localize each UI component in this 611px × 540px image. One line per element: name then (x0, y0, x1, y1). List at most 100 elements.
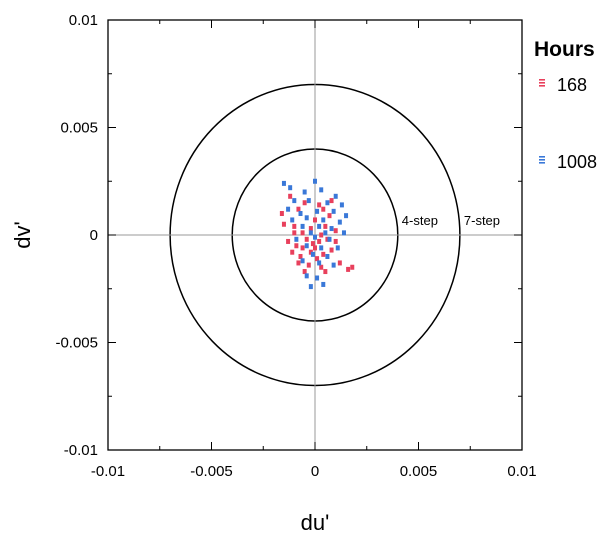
data-point-series-1008 (304, 243, 309, 249)
data-point-series-1008 (321, 281, 326, 287)
data-point-series-1008 (317, 223, 322, 229)
data-point-series-1008 (313, 234, 317, 240)
data-point-series-168 (302, 200, 307, 206)
data-point-series-1008 (335, 245, 340, 251)
circle-labels: 4-step 7-step (402, 213, 500, 228)
data-point-series-168 (337, 260, 342, 266)
data-point-series-168 (313, 217, 317, 223)
data-point-series-168 (317, 202, 322, 208)
data-point-series-1008 (341, 230, 346, 236)
data-point-series-1008 (292, 198, 297, 204)
legend-swatch (539, 82, 545, 84)
data-point-series-168 (313, 245, 317, 251)
legend-swatch (539, 85, 545, 87)
data-point-series-168 (286, 238, 291, 244)
data-point-series-1008 (339, 202, 344, 208)
x-tick-label: -0.01 (91, 463, 125, 480)
data-point-series-1008 (331, 262, 336, 268)
data-point-series-168 (290, 249, 295, 255)
data-point-series-1008 (308, 284, 313, 290)
y-tick-label: 0.005 (60, 120, 98, 137)
data-point-series-1008 (319, 245, 324, 251)
data-point-series-168 (319, 232, 324, 238)
data-point-series-1008 (308, 230, 313, 236)
data-point-series-168 (279, 211, 284, 216)
data-point-series-1008 (329, 226, 334, 232)
data-point-series-1008 (302, 189, 307, 195)
data-point-series-168 (317, 238, 322, 244)
legend-swatch (539, 156, 545, 158)
data-point-series-168 (281, 221, 286, 227)
data-point-series-168 (319, 264, 324, 270)
data-point-series-1008 (317, 260, 322, 266)
data-point-series-168 (302, 269, 307, 275)
legend-item-1008: 1008 (539, 152, 597, 172)
data-point-series-1008 (290, 217, 295, 223)
data-point-series-168 (296, 206, 301, 212)
data-point-series-168 (308, 249, 313, 255)
legend-label: 1008 (557, 152, 597, 172)
data-point-series-1008 (333, 193, 338, 199)
data-point-series-1008 (304, 273, 309, 279)
circle-label-7-step: 7-step (464, 213, 500, 228)
data-point-series-1008 (304, 215, 309, 221)
x-tick-label: 0 (311, 463, 319, 480)
data-points (279, 178, 355, 290)
data-point-series-168 (346, 266, 351, 272)
data-point-series-168 (292, 223, 297, 229)
legend-swatch (539, 79, 545, 81)
data-point-series-1008 (319, 187, 324, 193)
data-point-series-168 (333, 228, 338, 234)
legend-label: 168 (557, 75, 587, 95)
data-point-series-1008 (310, 251, 315, 257)
data-point-series-1008 (337, 219, 342, 225)
legend-swatch (539, 162, 545, 164)
data-point-series-168 (296, 260, 301, 266)
data-point-series-1008 (321, 217, 326, 223)
data-point-series-1008 (281, 180, 286, 186)
data-point-series-1008 (315, 275, 320, 281)
legend-title: Hours (534, 38, 595, 61)
tick-labels: -0.01 -0.005 0 0.005 0.01 0.01 0.005 0 -0.005 -0.… (55, 12, 536, 480)
data-point-series-1008 (306, 198, 311, 204)
data-point-series-1008 (325, 254, 330, 259)
y-tick-label: -0.01 (64, 442, 98, 459)
data-point-series-1008 (325, 200, 330, 206)
data-point-series-168 (325, 236, 330, 242)
data-point-series-168 (323, 269, 328, 275)
data-point-series-168 (333, 238, 338, 244)
data-point-series-168 (327, 213, 332, 219)
data-point-series-1008 (300, 223, 305, 229)
data-point-series-1008 (344, 213, 349, 219)
x-tick-label: 0.01 (507, 463, 536, 480)
y-tick-label: -0.005 (55, 335, 98, 352)
data-point-series-168 (288, 193, 293, 199)
data-point-series-1008 (313, 178, 317, 184)
axis-ticks (107, 19, 523, 451)
data-point-series-168 (310, 241, 315, 247)
data-point-series-168 (298, 254, 303, 259)
data-point-series-1008 (327, 236, 332, 242)
data-point-series-168 (300, 230, 305, 236)
data-point-series-1008 (288, 185, 293, 191)
data-point-series-1008 (323, 230, 328, 236)
x-tick-label: 0.005 (400, 463, 438, 480)
data-point-series-168 (321, 206, 326, 212)
y-axis-title: dv' (10, 221, 35, 248)
data-point-series-168 (321, 251, 326, 257)
x-tick-label: -0.005 (190, 463, 233, 480)
data-point-series-1008 (315, 208, 320, 214)
legend-item-168: 168 (539, 75, 587, 95)
legend-swatch (539, 159, 545, 161)
data-point-series-1008 (286, 206, 291, 212)
data-point-series-168 (304, 236, 309, 242)
x-axis-title: du' (301, 510, 330, 535)
data-point-series-168 (294, 243, 299, 249)
data-point-series-1008 (331, 208, 336, 214)
circle-label-4-step: 4-step (402, 213, 438, 228)
data-point-series-168 (300, 245, 305, 251)
data-point-series-168 (315, 256, 320, 262)
data-point-series-168 (308, 226, 313, 232)
y-tick-label: 0 (90, 227, 98, 244)
